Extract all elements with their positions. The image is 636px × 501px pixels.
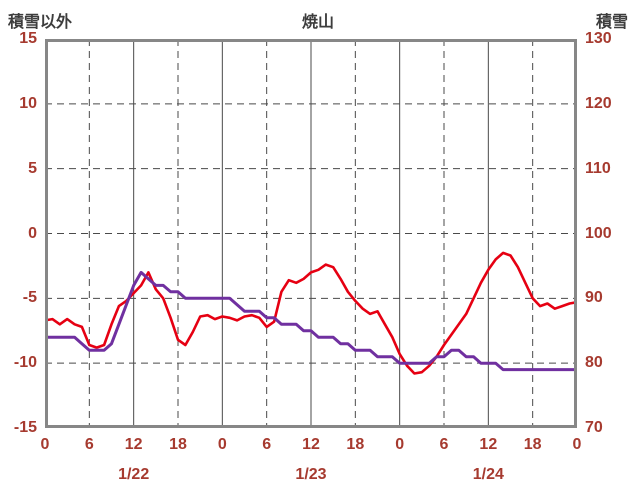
right-axis-tick-label: 100 [585,224,612,242]
day-label: 1/23 [295,466,327,483]
plot-area [45,39,577,428]
x-axis-tick-label: 0 [395,436,405,453]
right-axis-tick-label: 90 [585,289,603,307]
day-label: 1/22 [118,466,150,483]
day-label: 1/24 [472,466,504,483]
left-axis-tick-label: 10 [19,94,37,112]
left-axis-tick-label: 15 [19,30,37,47]
x-axis-tick-label: 18 [346,436,365,453]
right-axis-tick-label: 110 [585,159,611,177]
x-axis-tick-label: 18 [169,436,187,453]
right-axis-title: 積雪 [595,14,628,31]
left-axis-tick-label: 5 [28,159,37,177]
plot-border [45,39,577,428]
right-axis-tick-label: 120 [585,94,612,112]
left-axis-tick-label: -15 [13,419,37,436]
x-axis-tick-label: 0 [217,436,227,453]
x-axis-tick-label: 6 [84,436,94,453]
x-axis-tick-label: 12 [302,436,320,453]
x-axis-tick-label: 18 [523,436,542,453]
red-temperature-line [45,251,577,375]
right-axis-tick-label: 80 [585,354,603,372]
x-axis-tick-label: 0 [40,436,50,453]
left-axis-title: 積雪以外 [8,14,73,31]
x-axis-tick-label: 12 [124,436,143,453]
x-axis-tick-label: 12 [479,436,498,453]
x-axis-tick-label: 6 [262,436,272,453]
right-axis-tick-label: 70 [585,419,603,436]
left-axis-tick-label: 0 [28,224,37,242]
x-axis-tick-label: 6 [439,436,449,453]
purple-snow-depth-line [45,270,577,372]
left-axis-tick-label: -10 [13,354,37,372]
left-axis-tick-label: -5 [22,289,37,307]
right-axis-tick-label: 130 [585,30,612,47]
x-axis-tick-label: 0 [572,436,582,453]
chart-title: 焼山 [301,14,334,31]
